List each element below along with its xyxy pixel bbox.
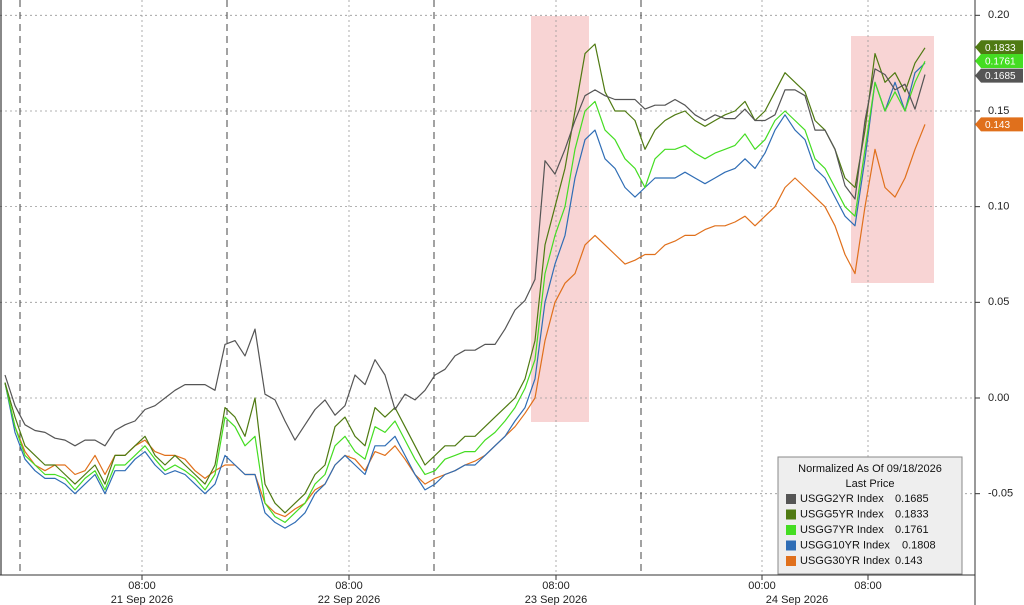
last-price-label: 0.1685 [985, 71, 1016, 82]
legend-value: 0.143 [895, 555, 923, 567]
legend-label: USGG5YR Index [800, 508, 884, 520]
series-line [4, 68, 926, 447]
y-tick-label: 0.05 [988, 296, 1009, 308]
last-price-tag: 0.143 [975, 117, 1023, 132]
legend-swatch [786, 494, 796, 504]
axes: 0.20 0.15 0.10 0.05 0.00 -0.05 08:00 08:00 08:00… [111, 9, 1013, 605]
y-tick-label: 0.15 [988, 105, 1009, 117]
last-price-label: 0.1761 [985, 57, 1016, 68]
legend-swatch [786, 540, 796, 551]
last-price-tag: 0.1685 [975, 68, 1023, 83]
last-price-label: 0.143 [985, 120, 1010, 131]
legend-label: USGG7YR Index [800, 524, 884, 536]
legend-swatch [786, 509, 796, 520]
date-label: 21 Sep 2026 [111, 594, 173, 605]
last-price-box [975, 68, 1023, 83]
legend-value: 0.1761 [895, 524, 929, 536]
x-tick-label: 08:00 [128, 580, 156, 592]
legend-title: Normalized As Of 09/18/2026 [798, 463, 942, 475]
x-tick-label: 08:00 [854, 580, 882, 592]
x-tick-label: 08:00 [335, 580, 363, 592]
series-line [4, 60, 926, 523]
legend-value: 0.1833 [895, 508, 929, 520]
x-tick-label: 08:00 [542, 580, 570, 592]
legend-label: USGG30YR Index [800, 555, 890, 567]
date-label: 23 Sep 2026 [525, 594, 587, 605]
legend-swatch [786, 556, 796, 566]
last-price-box [975, 117, 1023, 132]
last-price-label: 0.1833 [985, 43, 1016, 54]
legend-box [777, 456, 963, 575]
y-tick-label: 0.20 [988, 9, 1009, 21]
last-price-box [975, 54, 1023, 69]
y-tick-label: 0.00 [988, 392, 1009, 404]
last-price-tag: 0.1833 [975, 40, 1023, 55]
grid [0, 0, 975, 575]
series-line [4, 62, 926, 529]
last-price-box [975, 40, 1023, 55]
y-tick-label: -0.05 [988, 488, 1013, 500]
date-label: 22 Sep 2026 [318, 594, 380, 605]
legend-subtitle: Last Price [846, 478, 895, 490]
last-price-tag: 0.1761 [975, 54, 1023, 69]
legend-label: USGG2YR Index [800, 493, 884, 505]
legend-value: 0.1685 [895, 493, 929, 505]
y-tick-label: 0.10 [988, 201, 1009, 213]
series-line [4, 43, 926, 514]
legend-swatch [786, 525, 796, 535]
legend: Normalized As Of 09/18/2026 Last Price U… [777, 456, 963, 575]
x-tick-label: 00:00 [748, 580, 776, 592]
plot-lines [4, 43, 926, 529]
legend-value: 0.1808 [902, 539, 936, 551]
last-price-boxes: 0.1833 0.1761 0.1685 0.143 [975, 40, 1023, 132]
date-label: 24 Sep 2026 [766, 594, 828, 605]
legend-label: USGG10YR Index [800, 539, 890, 551]
